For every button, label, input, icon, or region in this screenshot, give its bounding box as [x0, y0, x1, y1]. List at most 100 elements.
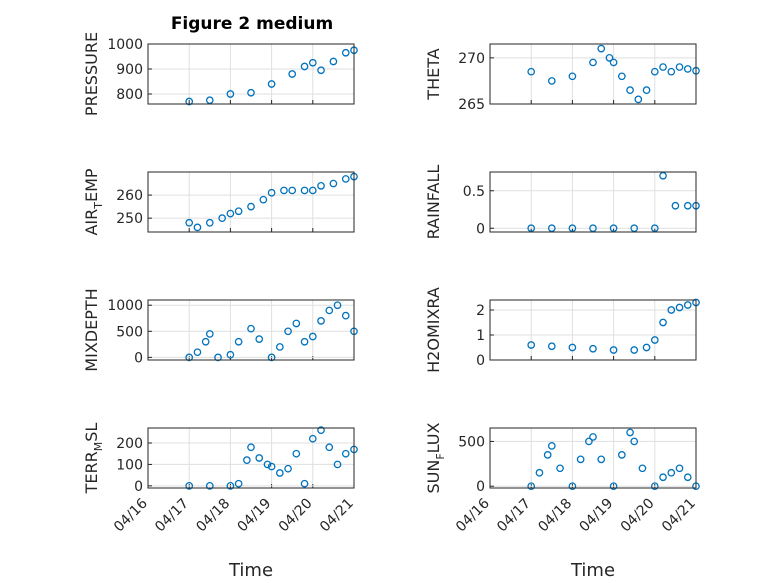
data-point [341, 311, 350, 320]
y-axis-label: RAINFALL [424, 165, 443, 240]
data-point [675, 464, 684, 473]
data-point [255, 454, 264, 462]
data-point [547, 342, 556, 351]
data-point [341, 175, 350, 183]
y-axis-label-subscript: F [434, 453, 447, 459]
data-point [300, 62, 309, 71]
data-point [667, 468, 676, 477]
data-point [300, 479, 309, 488]
data-point [576, 455, 585, 464]
data-point [650, 67, 659, 76]
data-point [341, 48, 350, 57]
data-point [642, 343, 651, 352]
data-point [547, 224, 556, 233]
data-point [527, 482, 536, 491]
data-point [308, 58, 317, 67]
data-point [630, 437, 639, 446]
data-point [527, 67, 536, 76]
data-point [617, 451, 626, 459]
y-tick-label: 0.5 [463, 184, 485, 200]
data-point [234, 479, 243, 488]
data-point [585, 437, 593, 446]
data-point [275, 469, 284, 477]
data-point [333, 301, 342, 310]
y-axis-label-tail: LUX [424, 422, 443, 453]
y-axis-label-main: SUN [424, 460, 443, 494]
data-point [226, 209, 235, 218]
data-point [333, 460, 342, 469]
data-point [547, 442, 556, 450]
y-tick-label: 1000 [107, 298, 143, 314]
y-tick-label: 800 [116, 87, 143, 103]
data-point [267, 80, 276, 88]
data-point [659, 63, 667, 71]
data-point [341, 449, 350, 458]
y-tick-label: 1 [476, 328, 485, 344]
y-tick-label: 1000 [107, 37, 143, 53]
data-point [568, 482, 577, 491]
data-point [280, 186, 288, 195]
subplot-theta: 265 270 THETA [424, 43, 700, 113]
data-point [259, 195, 268, 204]
data-point [226, 482, 235, 490]
y-tick-label: 0 [476, 221, 485, 237]
data-point [568, 343, 577, 352]
data-point [683, 201, 692, 210]
data-point [263, 460, 272, 469]
y-tick-label: 100 [116, 457, 143, 473]
data-point [317, 317, 325, 325]
plot-area [490, 428, 696, 488]
y-axis-label: TERRMSL [82, 423, 105, 495]
data-point [185, 353, 194, 362]
data-point [243, 456, 251, 464]
axes-box [147, 171, 355, 233]
data-point [650, 224, 659, 233]
y-axis-label-main: AIR [82, 209, 101, 236]
data-point [568, 72, 577, 81]
data-point [234, 207, 243, 216]
axes-box [147, 427, 355, 489]
data-point [247, 443, 255, 452]
data-point [288, 186, 297, 195]
data-point [626, 86, 634, 95]
data-point [226, 350, 235, 359]
data-point [683, 65, 692, 73]
axes-box [489, 43, 697, 105]
y-axis-label-subscript: T [92, 202, 105, 210]
data-point [325, 443, 334, 452]
data-point [234, 337, 243, 346]
data-point [193, 223, 202, 232]
data-point [329, 179, 338, 188]
data-point [605, 53, 614, 62]
data-point [667, 306, 676, 314]
y-axis-label: H2OMIXRA [424, 287, 443, 373]
data-point [659, 473, 667, 482]
data-point [329, 57, 338, 66]
plot-area [148, 172, 354, 232]
data-point [292, 319, 301, 328]
data-point [317, 426, 325, 434]
axes-box [147, 43, 355, 105]
data-point [205, 218, 214, 227]
y-tick-label: 2 [476, 303, 485, 319]
plot-area [148, 428, 354, 488]
data-point [218, 214, 227, 223]
data-point [267, 353, 276, 362]
y-axis-label-main: TERR [82, 451, 101, 494]
y-axis-label: THETA [424, 48, 443, 100]
data-point [597, 44, 606, 53]
data-point [205, 330, 214, 338]
data-point [288, 70, 297, 78]
y-axis-label: PRESSURE [82, 32, 101, 116]
data-point [630, 346, 639, 354]
subplot-mixdepth: 0 500 1000 MIXDEPTH [82, 288, 358, 372]
plot-area [490, 44, 696, 104]
data-point [683, 301, 692, 309]
plot-area [490, 300, 696, 360]
y-tick-label: 200 [116, 436, 143, 452]
data-point [267, 462, 276, 471]
data-point [659, 171, 667, 180]
y-tick-label: 0 [134, 350, 143, 366]
data-point [642, 86, 651, 95]
